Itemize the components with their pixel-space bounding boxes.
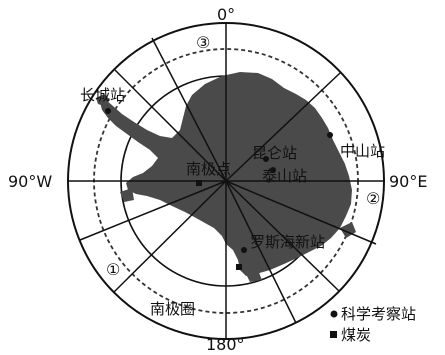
station-dot-ross-sea: [241, 247, 247, 253]
legend-station-symbol: [330, 310, 338, 318]
south-pole-label: 南极点: [186, 160, 231, 178]
station-dot-taishan: [270, 167, 276, 173]
station-dot-kunlun: [263, 156, 269, 162]
meridian-label-90w: 90°W: [8, 172, 52, 191]
station-label-zhongshan: 中山站: [340, 142, 385, 160]
coal-markers: [196, 180, 242, 270]
region-marker-3: ③: [196, 33, 210, 52]
region-marker-1: ①: [106, 260, 120, 279]
station-dots: [105, 108, 333, 253]
station-dot-zhongshan: [327, 132, 333, 138]
station-dot-great-wall: [105, 108, 111, 114]
station-label-taishan: 泰山站: [262, 167, 307, 185]
legend-station-label: 科学考察站: [341, 305, 416, 323]
coal-square: [236, 264, 242, 270]
station-label-kunlun: 昆仑站: [252, 144, 297, 162]
station-label-great-wall: 长城站: [80, 86, 125, 104]
meridian-label-180: 180°: [206, 335, 245, 354]
station-label-ross-sea: 罗斯海新站: [250, 233, 325, 251]
antarctic-circle-label: 南极圈: [150, 300, 195, 318]
meridian-lines: [68, 24, 384, 338]
legend-coal-label: 煤炭: [341, 326, 371, 344]
region-marker-2: ②: [366, 189, 380, 208]
meridian-label-0: 0°: [217, 5, 235, 24]
legend: 科学考察站 煤炭: [330, 305, 416, 344]
meridian-label-90e: 90°E: [389, 172, 427, 191]
coal-square: [196, 180, 202, 186]
legend-coal-symbol: [330, 331, 337, 338]
